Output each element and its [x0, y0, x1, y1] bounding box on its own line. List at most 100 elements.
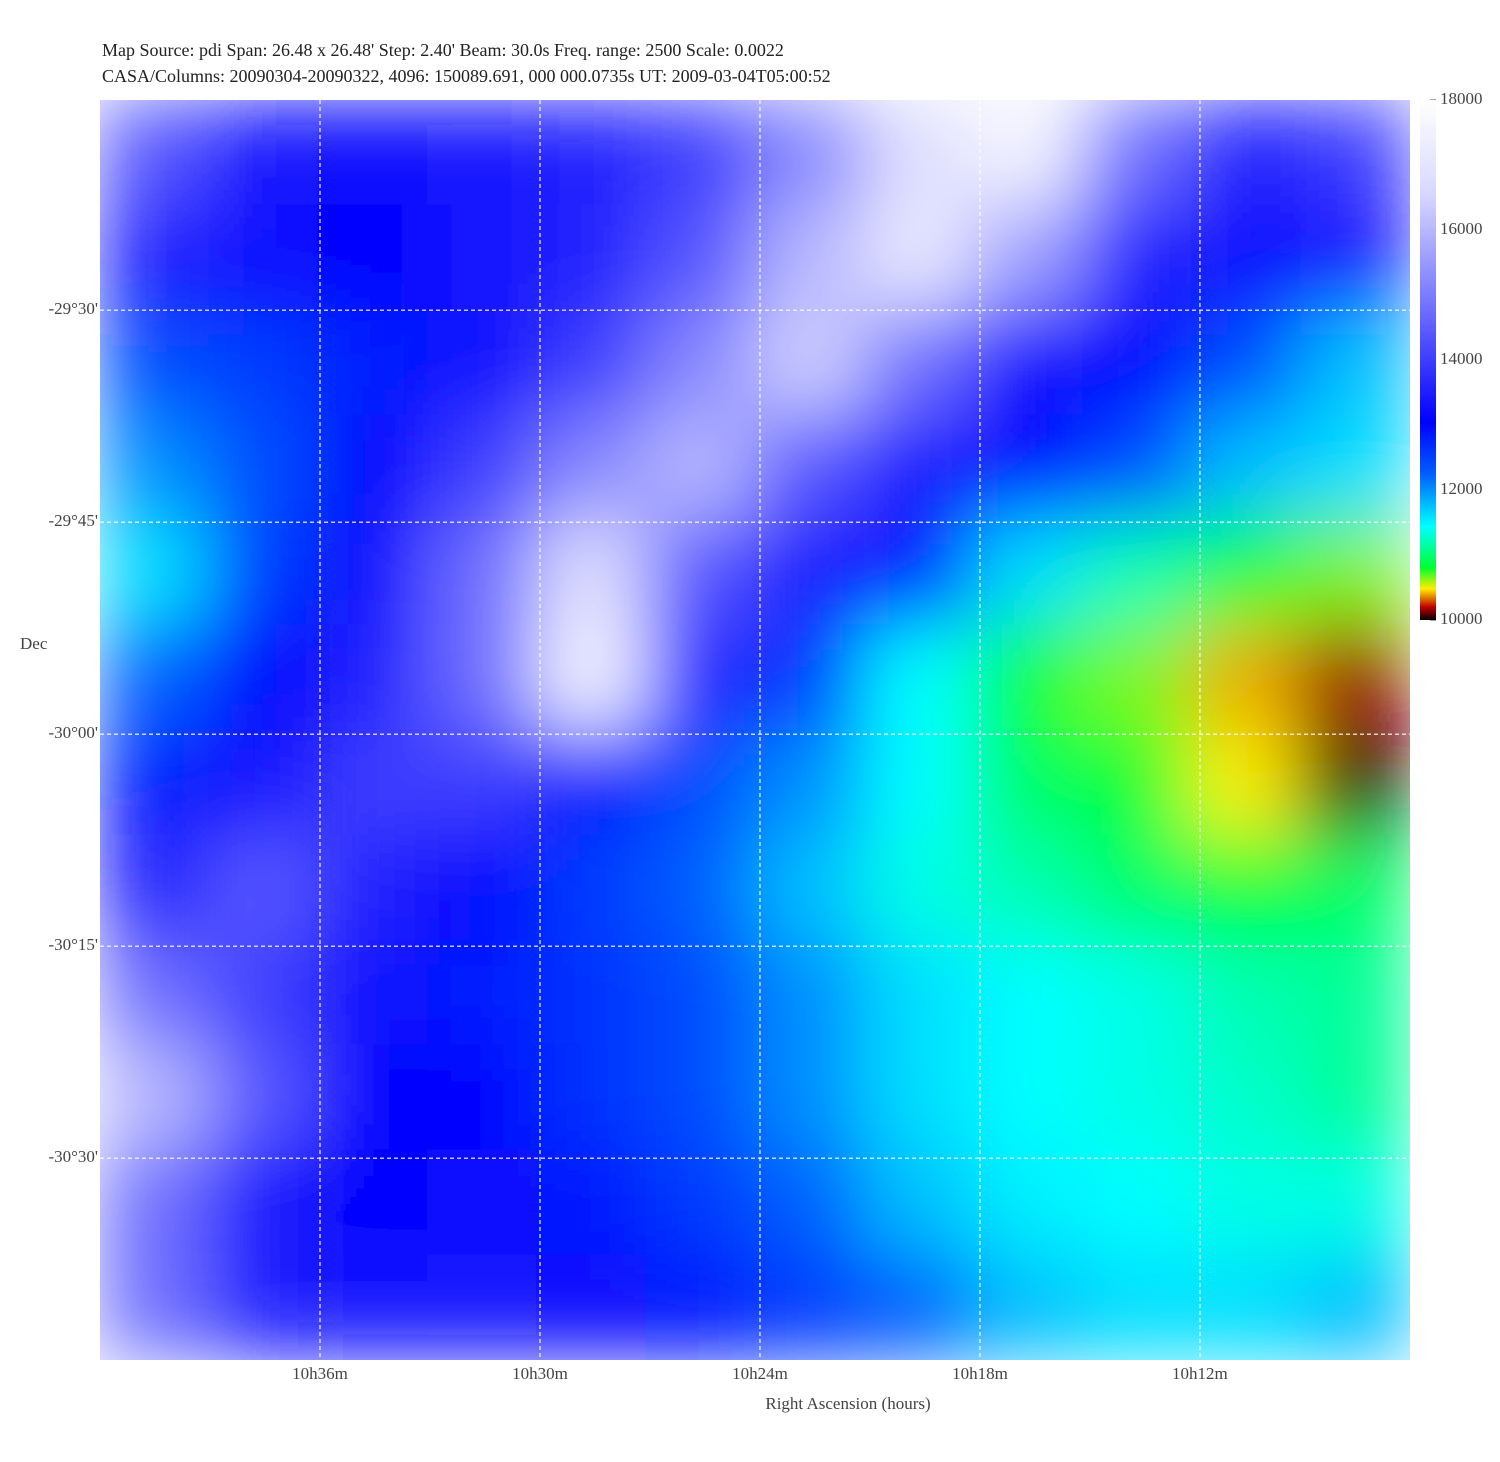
heatmap-cell: [972, 309, 1083, 416]
heatmap-cell: [1300, 309, 1410, 416]
heatmap-cell: [427, 309, 538, 416]
heatmap-cell: [427, 834, 538, 941]
heatmap-cell: [1300, 624, 1410, 731]
heatmap-cell: [754, 834, 865, 941]
heatmap-cell: [100, 309, 210, 416]
heatmap-cell: [1082, 309, 1193, 416]
heatmap-cell: [100, 100, 210, 206]
heatmap-cell: [863, 1254, 974, 1360]
heatmap-cell: [100, 939, 210, 1046]
heatmap-cell: [863, 1149, 974, 1256]
heatmap-cell: [536, 834, 647, 941]
heatmap-cell: [100, 1149, 210, 1256]
heatmap-cell: [972, 100, 1083, 206]
y-tick-label: -30°15': [48, 935, 98, 954]
heatmap-cell: [427, 204, 538, 311]
heatmap-cell: [1191, 414, 1302, 521]
heatmap-cell: [208, 519, 319, 626]
heatmap-cell: [317, 834, 428, 941]
heatmap-cell: [317, 100, 428, 206]
heatmap-cell: [536, 519, 647, 626]
heatmap-cell: [1300, 729, 1410, 836]
heatmap-cell: [1082, 519, 1193, 626]
colorbar-tick-label: 18000: [1440, 89, 1483, 108]
colorbar-tick-label: 12000: [1440, 479, 1483, 498]
heatmap-cell: [100, 414, 210, 521]
heatmap-cell: [863, 309, 974, 416]
colorbar-tick-label: 14000: [1440, 349, 1483, 368]
heatmap-cell: [208, 1044, 319, 1151]
heatmap-cell: [863, 834, 974, 941]
heatmap-cell: [208, 624, 319, 731]
heatmap-cell: [754, 1254, 865, 1360]
heatmap-cell: [317, 729, 428, 836]
heatmap-cell: [208, 939, 319, 1046]
chart-title: Map Source: pdi Span: 26.48 x 26.48' Ste…: [102, 40, 784, 60]
heatmap-cell: [1082, 729, 1193, 836]
heatmap-cell: [1082, 939, 1193, 1046]
heatmap-cell: [1082, 1044, 1193, 1151]
x-tick-label: 10h36m: [292, 1364, 348, 1383]
heatmap-cell: [1300, 939, 1410, 1046]
heatmap-cell: [1082, 204, 1193, 311]
heatmap-cell: [863, 100, 974, 206]
heatmap-cell: [536, 729, 647, 836]
heatmap-cell: [645, 414, 756, 521]
heatmap-cell: [100, 519, 210, 626]
heatmap-cell: [1300, 519, 1410, 626]
heatmap-cell: [1300, 1149, 1410, 1256]
grid: [100, 100, 1410, 1360]
x-axis-label: Right Ascension (hours): [765, 1394, 930, 1413]
plot-area: [100, 100, 1410, 1360]
heatmap-cell: [754, 204, 865, 311]
heatmap-cell: [536, 1254, 647, 1360]
heatmap: [100, 100, 1410, 1360]
heatmap-cell: [1191, 624, 1302, 731]
heatmap-cell: [645, 1254, 756, 1360]
heatmap-cell: [1191, 729, 1302, 836]
heatmap-cell: [427, 729, 538, 836]
heatmap-cell: [1191, 519, 1302, 626]
heatmap-cell: [208, 729, 319, 836]
heatmap-cell: [863, 204, 974, 311]
heatmap-cell: [754, 309, 865, 416]
heatmap-cell: [536, 939, 647, 1046]
x-tick-label: 10h30m: [512, 1364, 568, 1383]
heatmap-cell: [208, 414, 319, 521]
heatmap-cell: [645, 834, 756, 941]
heatmap-cell: [972, 939, 1083, 1046]
heatmap-cell: [1300, 100, 1410, 206]
heatmap-cell: [427, 1044, 538, 1151]
heatmap-cell: [536, 204, 647, 311]
heatmap-cell: [1191, 100, 1302, 206]
heatmap-cell: [863, 1044, 974, 1151]
heatmap-cell: [645, 624, 756, 731]
heatmap-cell: [427, 519, 538, 626]
heatmap-cell: [863, 624, 974, 731]
heatmap-cell: [536, 1044, 647, 1151]
heatmap-cell: [1082, 100, 1193, 206]
heatmap-cell: [208, 1254, 319, 1360]
heatmap-cell: [972, 1254, 1083, 1360]
heatmap-cell: [1300, 1044, 1410, 1151]
heatmap-cell: [972, 1044, 1083, 1151]
heatmap-cell: [972, 204, 1083, 311]
chart-subtitle: CASA/Columns: 20090304-20090322, 4096: 1…: [102, 66, 831, 86]
heatmap-cell: [1191, 1254, 1302, 1360]
heatmap-cell: [1191, 939, 1302, 1046]
heatmap-cell: [100, 1254, 210, 1360]
heatmap-cell: [1300, 414, 1410, 521]
heatmap-cell: [645, 309, 756, 416]
heatmap-cell: [1300, 1254, 1410, 1360]
heatmap-cell: [317, 204, 428, 311]
heatmap-cell: [972, 729, 1083, 836]
y-axis-label: Dec: [20, 634, 48, 653]
heatmap-cell: [536, 100, 647, 206]
colorbar-tick-label: 16000: [1440, 219, 1483, 238]
heatmap-cell: [427, 1254, 538, 1360]
y-tick-label: -30°30': [48, 1147, 98, 1166]
heatmap-cell: [645, 1044, 756, 1151]
heatmap-cell: [536, 624, 647, 731]
heatmap-cell: [645, 204, 756, 311]
